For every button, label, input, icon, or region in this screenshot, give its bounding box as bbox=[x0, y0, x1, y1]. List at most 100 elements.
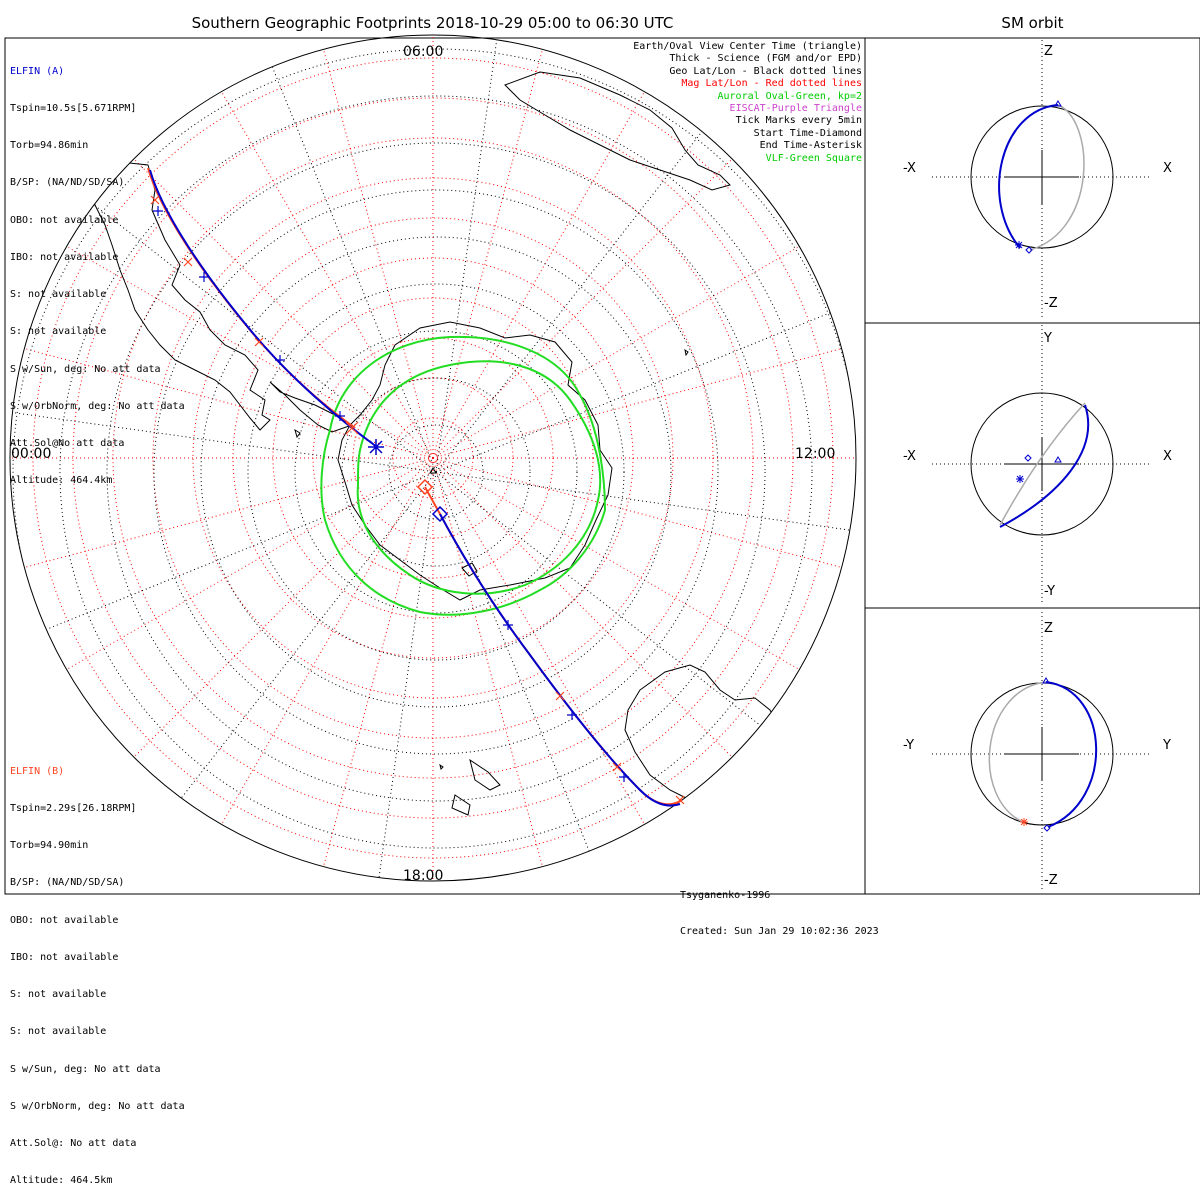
legend-item: Start Time-Diamond bbox=[753, 127, 862, 139]
grid-circle bbox=[153, 189, 719, 755]
elfin-a-line: S w/OrbNorm, deg: No att data bbox=[10, 400, 185, 412]
elfin-a-line: OBO: not available bbox=[10, 214, 119, 226]
grid-circle bbox=[388, 424, 484, 520]
credit-model: Tsyganenko-1996 bbox=[680, 890, 771, 901]
sm-panel-xy bbox=[932, 325, 1152, 605]
time-label-bottom: 18:00 bbox=[403, 868, 444, 884]
elfin-b-info: ELFIN (B) Tspin=2.29s[26.18RPM] Torb=94.… bbox=[10, 741, 185, 1200]
grid-circle bbox=[59, 95, 813, 849]
sm-panel-yz bbox=[932, 612, 1152, 892]
legend-item: Auroral Oval-Green, kp=2 bbox=[717, 90, 863, 102]
legend-item: Tick Marks every 5min bbox=[735, 115, 862, 127]
elfin-a-info: ELFIN (A) Tspin=10.5s[5.671RPM] Torb=94.… bbox=[10, 41, 185, 500]
view-center-triangle bbox=[429, 467, 437, 474]
grid-circle bbox=[12, 48, 856, 881]
grid-circle bbox=[106, 142, 766, 802]
sm1-top-label: Z bbox=[1044, 44, 1053, 59]
grid-circle bbox=[247, 283, 625, 661]
coastlines bbox=[87, 71, 821, 841]
elfin-b-track bbox=[147, 167, 683, 806]
elfin-b-line: S: not available bbox=[10, 989, 107, 1001]
coastline-antarctica bbox=[337, 321, 613, 601]
coastline-south-america bbox=[87, 161, 271, 431]
grid-spoke bbox=[432, 35, 615, 459]
legend-item: End Time-Asterisk bbox=[759, 140, 862, 152]
grid-spoke bbox=[10, 107, 434, 459]
grid-spoke bbox=[10, 457, 434, 809]
credit-created: Created: Sun Jan 29 10:02:36 2023 bbox=[680, 926, 879, 937]
legend-item: Thick - Science (FGM and/or EPD) bbox=[669, 53, 862, 65]
grid-spoke bbox=[432, 276, 856, 459]
elfin-b-line: S: not available bbox=[10, 1026, 107, 1038]
sm1-left-label: -X bbox=[903, 161, 916, 176]
sm-orbit-title: SM orbit bbox=[1001, 14, 1064, 32]
grid-spoke bbox=[10, 457, 434, 640]
elfin-b-line: Att.Sol@: No att data bbox=[10, 1138, 137, 1149]
elfin-a-line: B/SP: (NA/ND/SD/SA) bbox=[10, 177, 125, 189]
coastline-new-zealand bbox=[451, 758, 501, 816]
legend-item: Mag Lat/Lon - Red dotted lines bbox=[681, 78, 862, 90]
sm2-right-label: X bbox=[1163, 449, 1172, 464]
geo-grid bbox=[10, 35, 856, 881]
auroral-oval-outer bbox=[320, 335, 607, 616]
grid-spoke bbox=[432, 457, 856, 640]
legend-item: VLF-Green Square bbox=[765, 152, 862, 164]
grid-circle bbox=[341, 377, 531, 567]
sm1-right-label: X bbox=[1163, 161, 1172, 176]
grid-spoke bbox=[432, 35, 856, 459]
grid-spoke bbox=[435, 35, 534, 473]
grid-spoke bbox=[10, 374, 437, 473]
coastline-peninsula bbox=[269, 381, 354, 433]
elfin-b-name: ELFIN (B) bbox=[10, 765, 65, 777]
elfin-a-line: Tspin=10.5s[5.671RPM] bbox=[10, 103, 137, 115]
grid-spoke bbox=[82, 35, 434, 459]
sm2-top-label: Y bbox=[1044, 331, 1052, 346]
elfin-b-line: IBO: not available bbox=[10, 951, 119, 963]
grid-spoke bbox=[435, 209, 856, 473]
grid-spoke bbox=[432, 35, 784, 459]
grid-spoke bbox=[173, 35, 437, 473]
elfin-a-line: Altitude: 464.4km bbox=[10, 475, 113, 487]
elfin-b-ticks bbox=[150, 195, 685, 805]
grid-spoke bbox=[435, 471, 856, 570]
time-label-top: 06:00 bbox=[403, 44, 444, 60]
grid-spoke bbox=[10, 471, 437, 735]
elfin-a-line: Torb=94.86min bbox=[10, 140, 89, 152]
sm-frame bbox=[864, 37, 1200, 895]
grid-spoke bbox=[435, 471, 699, 881]
sm2-left-label: -X bbox=[903, 449, 916, 464]
elfin-b-line: S w/Sun, deg: No att data bbox=[10, 1063, 161, 1075]
coastline-islands bbox=[294, 348, 689, 770]
grid-spoke bbox=[432, 457, 856, 809]
grid-spoke bbox=[82, 457, 434, 881]
grid-spoke bbox=[432, 107, 856, 459]
coastline-africa bbox=[504, 71, 731, 191]
grid-spoke bbox=[10, 40, 437, 473]
sm3-right-label: Y bbox=[1163, 738, 1171, 753]
elfin-b-line: Altitude: 464.5km bbox=[10, 1175, 113, 1187]
start-diamonds bbox=[416, 478, 449, 523]
elfin-a-ticks bbox=[153, 206, 629, 782]
sm-panel-xz bbox=[932, 40, 1152, 320]
sm2-bottom-label: -Y bbox=[1044, 584, 1056, 599]
credits: Tsyganenko-1996 Created: Sun Jan 29 10:0… bbox=[680, 866, 879, 950]
legend: Earth/Oval View Center Time (triangle) T… bbox=[633, 41, 862, 165]
sm3-bottom-label: -Z bbox=[1044, 873, 1058, 888]
footprint-map bbox=[4, 34, 1200, 895]
grid-spoke bbox=[338, 471, 437, 881]
elfin-a-line: S: not available bbox=[10, 326, 107, 338]
elfin-b-line: OBO: not available bbox=[10, 914, 119, 926]
elfin-b-line: Torb=94.90min bbox=[10, 840, 89, 852]
elfin-a-line: Att.Sol@No att data bbox=[10, 438, 125, 449]
elfin-a-name: ELFIN (A) bbox=[10, 65, 65, 77]
sm3-left-label: -Y bbox=[903, 738, 915, 753]
auroral-oval-inner bbox=[356, 360, 602, 595]
elfin-b-line: Tspin=2.29s[26.18RPM] bbox=[10, 803, 137, 815]
grid-spoke bbox=[432, 457, 615, 881]
grid-spoke bbox=[251, 457, 434, 881]
grid-spoke bbox=[435, 35, 856, 473]
legend-item: Geo Lat/Lon - Black dotted lines bbox=[669, 65, 862, 77]
elfin-b-line: S w/OrbNorm, deg: No att data bbox=[10, 1100, 185, 1112]
grid-circle bbox=[294, 330, 578, 614]
time-label-left: 00:00 bbox=[11, 446, 52, 462]
